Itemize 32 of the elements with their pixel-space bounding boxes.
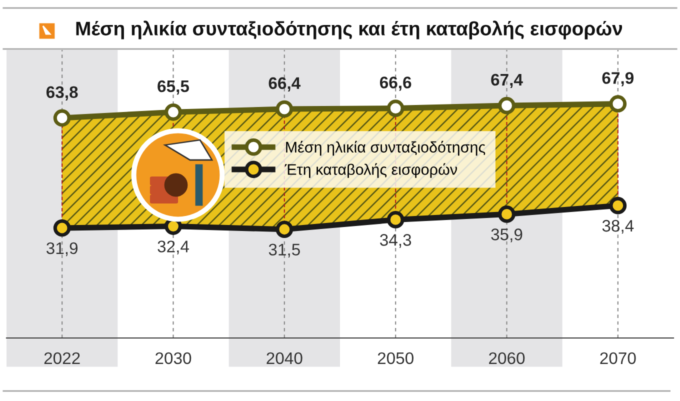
point (276, 220, 294, 238)
x-tick-label: 2050 (378, 352, 414, 364)
point (386, 211, 404, 228)
legend-label: Έτη καταβολής εισφορών (284, 163, 457, 178)
point (498, 206, 516, 223)
point (276, 100, 294, 118)
data-label: 67,9 (602, 72, 634, 86)
x-tick-label: 2060 (489, 352, 525, 364)
data-label: 38,4 (602, 220, 634, 234)
data-label: 35,9 (491, 228, 522, 242)
data-label: 67,4 (491, 74, 523, 88)
x-tick-label: 2022 (44, 352, 80, 364)
data-label: 32,4 (158, 240, 189, 254)
data-label: 66,6 (380, 76, 412, 91)
chart-title: Μέση ηλικία συνταξιοδότησης και έτη καταβολής εισφορών (76, 20, 622, 40)
data-label: 31,5 (268, 244, 300, 258)
point (53, 109, 71, 127)
point (498, 96, 516, 114)
data-label: 66,4 (268, 77, 301, 92)
data-label: 65,5 (158, 80, 190, 95)
point (53, 219, 71, 237)
point (386, 100, 404, 118)
point (609, 95, 627, 113)
legend-label: Μέση ηλικία συνταξιοδότησης (286, 140, 486, 156)
point (609, 196, 627, 214)
data-label: 31,9 (46, 242, 78, 256)
x-tick-label: 2040 (266, 352, 302, 364)
data-label: 63,8 (46, 86, 78, 100)
x-tick-label: 2030 (156, 352, 192, 364)
x-tick-label: 2070 (600, 352, 636, 364)
data-label: 34,3 (380, 234, 412, 248)
point (164, 103, 182, 121)
